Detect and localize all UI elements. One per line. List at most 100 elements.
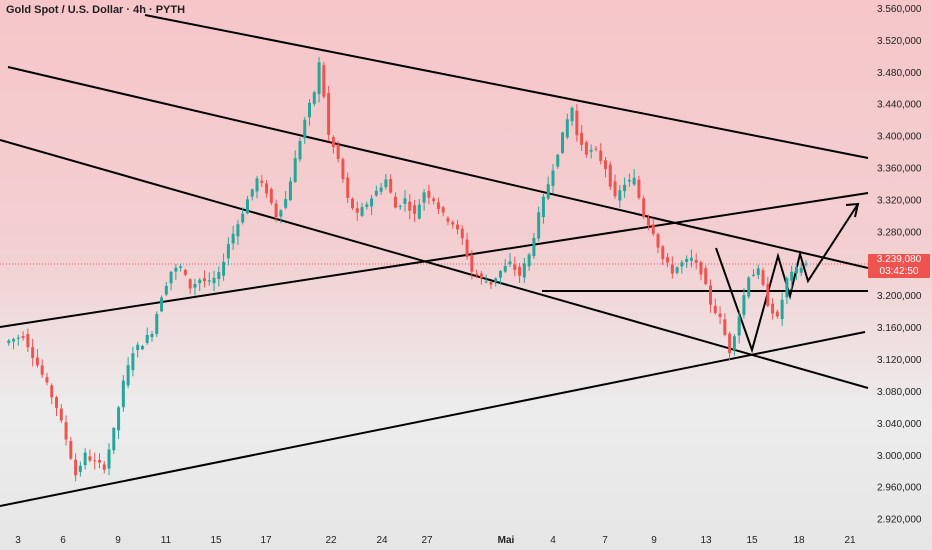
candle-down (604, 160, 607, 170)
candle-down (40, 365, 44, 375)
candle-up (403, 198, 407, 204)
y-tick-label: 3.040,000 (877, 419, 922, 430)
candle-up (360, 207, 364, 216)
candle-up (565, 119, 569, 138)
candle-up (785, 278, 789, 298)
candle-up (422, 192, 426, 203)
candle-up (160, 297, 164, 312)
candle-up (217, 272, 221, 279)
candle-up (747, 277, 751, 297)
trendline[interactable] (0, 192, 869, 328)
candle-down (31, 347, 35, 358)
candle-up (541, 196, 545, 218)
y-tick-label: 3.200,000 (877, 291, 922, 302)
candle-up (236, 224, 240, 237)
candle-down (59, 408, 63, 421)
candle-down (718, 313, 722, 317)
y-tick-label: 3.360,000 (877, 164, 922, 175)
candle-up (379, 187, 383, 192)
x-tick-label: 9 (115, 535, 121, 546)
candle-down (479, 273, 483, 279)
candle-down (346, 177, 350, 198)
candle-down (93, 460, 97, 462)
candle-down (709, 285, 713, 305)
candle-down (694, 259, 698, 263)
candle-up (155, 314, 159, 334)
candle-down (699, 262, 703, 275)
candle-down (322, 65, 326, 97)
candle-up (790, 271, 794, 281)
candle-up (245, 199, 249, 214)
trendline[interactable] (0, 331, 866, 507)
candle-up (193, 284, 197, 288)
candle-up (308, 102, 312, 118)
candle-down (666, 257, 670, 263)
candle-down (575, 110, 579, 136)
candle-up (164, 285, 168, 295)
candle-up (370, 198, 374, 207)
x-tick-label: 11 (161, 535, 172, 546)
candle-down (260, 180, 264, 183)
candle-down (594, 148, 598, 150)
candle-down (274, 203, 278, 218)
candle-down (21, 336, 25, 338)
candle-up (618, 190, 622, 201)
projection-path[interactable] (715, 203, 859, 354)
y-tick-label: 3.480,000 (877, 68, 922, 79)
candle-down (723, 319, 727, 335)
y-tick-label: 2.960,000 (877, 483, 922, 494)
candle-up (498, 270, 502, 278)
candle-up (284, 199, 288, 208)
candle-up (255, 178, 259, 192)
candle-up (298, 141, 302, 160)
y-tick-label: 3.000,000 (877, 451, 922, 462)
candle-up (384, 179, 388, 188)
candle-up (756, 268, 760, 276)
candle-up (794, 266, 798, 274)
candle-down (775, 311, 779, 317)
candle-up (751, 274, 755, 276)
candle-up (231, 233, 235, 244)
candle-up (398, 206, 402, 208)
y-tick-label: 3.440,000 (877, 100, 922, 111)
x-tick-label: 13 (700, 535, 712, 546)
candle-up (12, 339, 16, 342)
x-tick-label: 18 (793, 535, 805, 546)
candle-down (69, 441, 73, 459)
candle-up (494, 278, 498, 282)
candle-down (102, 464, 106, 470)
candle-up (317, 62, 321, 95)
trendline[interactable] (0, 139, 869, 389)
candle-up (374, 190, 378, 196)
candle-up (503, 266, 507, 272)
candle-up (293, 158, 297, 182)
y-tick-label: 3.400,000 (877, 132, 922, 143)
trendline[interactable] (7, 66, 869, 269)
trendline[interactable] (144, 14, 869, 159)
candle-up (675, 267, 679, 273)
candle-down (475, 273, 479, 276)
x-tick-label: 17 (260, 535, 272, 546)
candle-down (704, 268, 708, 285)
candle-down (761, 270, 765, 285)
candle-down (646, 217, 650, 226)
candle-down (265, 183, 269, 194)
chart-title: Gold Spot / U.S. Dollar · 4h · PYTH (6, 4, 186, 16)
candle-down (341, 159, 345, 180)
candle-down (55, 397, 59, 408)
candle-down (269, 188, 273, 204)
candle-down (661, 246, 665, 260)
candle-down (26, 334, 30, 348)
x-tick-label: 24 (376, 535, 388, 546)
candle-up (207, 280, 211, 282)
candle-up (556, 154, 560, 167)
candle-up (303, 119, 307, 139)
candle-down (513, 264, 517, 271)
candle-up (198, 279, 202, 284)
candle-up (527, 254, 531, 267)
x-tick-label: 27 (421, 535, 433, 546)
candle-down (451, 221, 455, 225)
candle-down (336, 144, 340, 159)
